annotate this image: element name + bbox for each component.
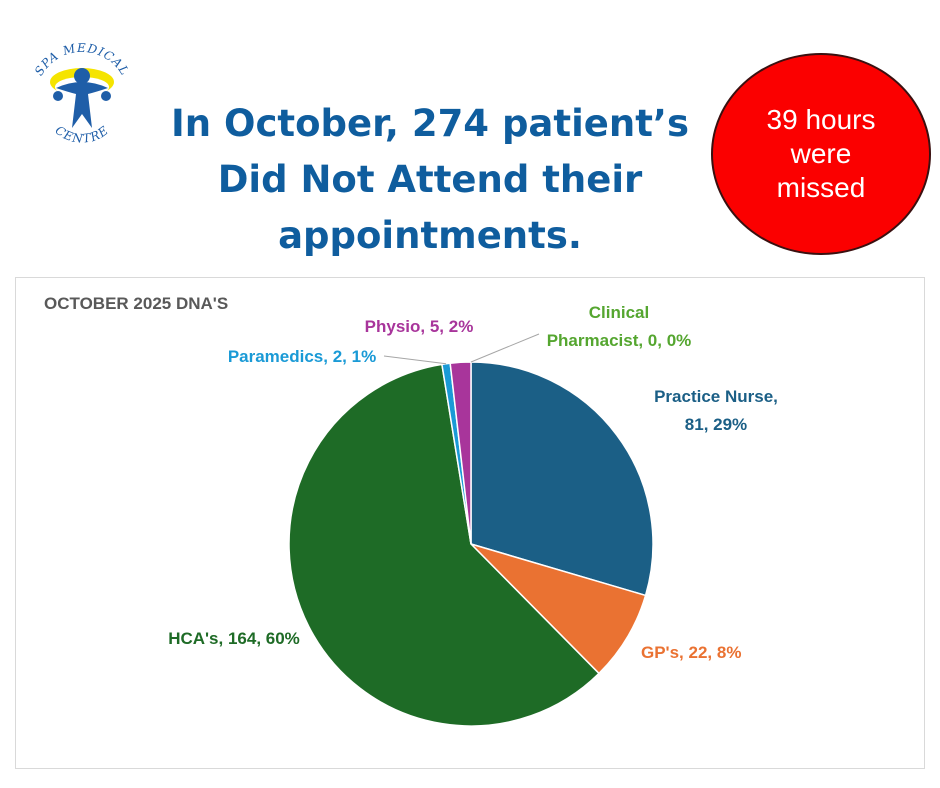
logo-text-bottom: CENTRE: [53, 123, 111, 146]
headline: In October, 274 patient’s Did Not Attend…: [150, 96, 710, 264]
data-label-hca-s: HCA's, 164, 60%: [168, 629, 300, 648]
logo-graphic: SPA MEDICAL CENTRE: [32, 41, 131, 146]
pie-slice-physio: [449, 361, 472, 545]
chart-panel: OCTOBER 2025 DNA'S Practice Nurse, 81, 29…: [15, 277, 925, 769]
data-label-gp-s: GP's, 22, 8%: [641, 643, 741, 662]
pie-chart: Practice Nurse, 81, 29% GP's, 22, 8% HCA's,…: [168, 303, 778, 727]
badge-line-3: missed: [776, 172, 866, 203]
pie-slice-hca-s: [288, 363, 601, 727]
headline-line-1: In October, 274 patient’s: [171, 102, 689, 145]
svg-text:CENTRE: CENTRE: [53, 123, 112, 146]
badge-line-2: were: [790, 138, 852, 169]
leader-line: [383, 355, 447, 365]
leader-line: [470, 333, 540, 363]
headline-line-3: appointments.: [278, 214, 582, 257]
badge-line-1: 39 hours: [766, 104, 876, 135]
data-label-practice-nurse: Practice Nurse, 81, 29%: [654, 387, 778, 434]
data-label-physio: Physio, 5, 2%: [365, 317, 474, 336]
data-label-paramedics: Paramedics, 2, 1%: [228, 347, 376, 366]
pie-slice-gp-s: [470, 543, 647, 675]
data-label-clinical-pharmacist: Clinical Pharmacist, 0, 0%: [547, 303, 692, 350]
pie-slice-practice-nurse: [470, 361, 654, 597]
missed-hours-badge: 39 hours were missed: [711, 53, 931, 255]
headline-line-2: Did Not Attend their: [217, 158, 643, 201]
spa-medical-logo: SPA MEDICAL CENTRE: [22, 41, 142, 148]
chart-title: OCTOBER 2025 DNA'S: [44, 294, 229, 313]
